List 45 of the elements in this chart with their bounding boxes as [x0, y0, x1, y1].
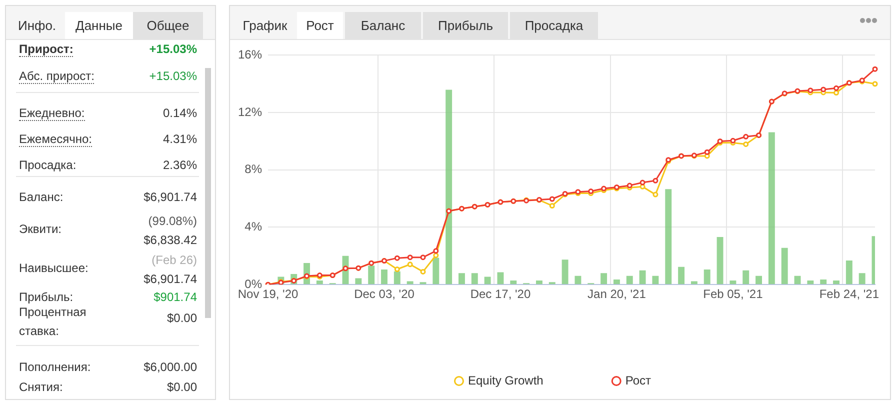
y-tick-label: 8% [244, 162, 262, 176]
text: Наивысшее: [19, 261, 88, 275]
x-tick-label: Feb 24, '21 [819, 287, 880, 302]
text: Ежемесячно: [19, 132, 92, 147]
text: +15.03% [149, 41, 197, 58]
y-tick-label: 4% [244, 220, 262, 234]
text: $0.00 [166, 379, 197, 396]
text: (Feb 26) [152, 252, 197, 269]
text: $6,000.00 [144, 359, 197, 376]
text: Данные [65, 12, 133, 39]
text: Баланс [345, 12, 421, 39]
text: Эквити: [19, 222, 62, 236]
text: 2.36% [162, 157, 197, 174]
y-tick-label: 16% [238, 48, 262, 62]
text: 4.31% [162, 131, 197, 148]
y-tick-label: 12% [238, 104, 262, 119]
text: Пополнения: [19, 360, 91, 374]
text: +15.03% [149, 68, 197, 85]
text: Рост [297, 12, 343, 39]
text: Абс. прирост: [19, 69, 94, 84]
text: Баланс: [19, 190, 64, 204]
text: Просадка [510, 12, 598, 39]
text: $6,901.74 [144, 189, 197, 206]
x-tick-label: Jan 20, '21 [588, 287, 646, 302]
text: Прибыль [423, 12, 508, 39]
text: Процентная ставка: [19, 304, 88, 340]
text: $901.74 [154, 289, 197, 306]
text: $6,901.74 [144, 271, 197, 288]
text: $6,838.42 [144, 232, 197, 249]
text: Инфо. [16, 17, 58, 35]
text: Общее [133, 12, 203, 39]
x-tick-label: Feb 05, '21 [703, 287, 764, 302]
text: Прирост: [19, 42, 74, 57]
text: (99.08%) [148, 213, 197, 230]
text: График [242, 17, 288, 35]
x-tick-label: Dec 03, '20 [354, 287, 415, 302]
text: Прибыль: [19, 290, 74, 304]
x-tick-label: Dec 17, '20 [470, 287, 531, 302]
text: Ежедневно: [19, 106, 85, 121]
text: Просадка: [19, 158, 76, 172]
legend-label: Рост [625, 373, 652, 388]
text: 0.14% [162, 105, 197, 122]
text: $0.00 [166, 310, 197, 327]
legend-label: Equity Growth [468, 373, 544, 388]
text: Снятия: [19, 380, 63, 394]
